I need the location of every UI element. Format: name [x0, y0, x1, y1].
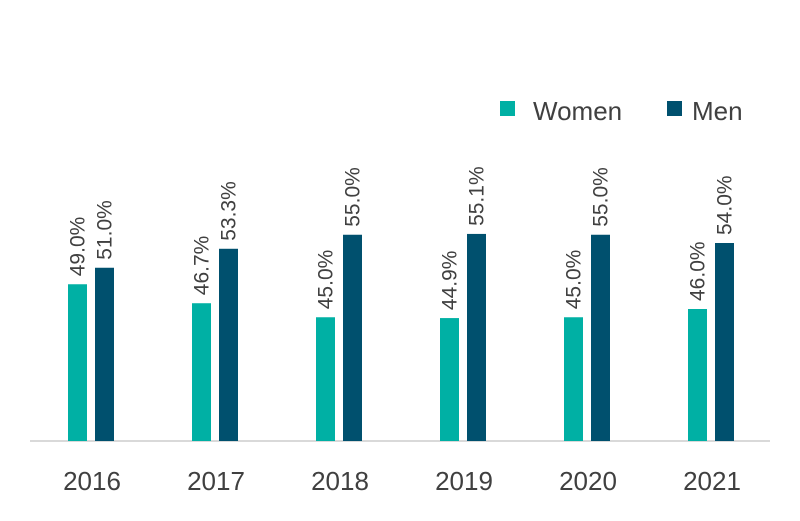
bar-men-2019 — [467, 233, 486, 441]
x-tick-label-2021: 2021 — [683, 466, 741, 496]
data-label-men-2018: 55.0% — [342, 167, 365, 227]
data-label-men-2016: 51.0% — [94, 200, 117, 260]
bar-women-2018 — [316, 317, 335, 441]
legend-label-men: Men — [692, 96, 743, 126]
bar-women-2019 — [440, 318, 459, 441]
bar-women-2020 — [564, 317, 583, 441]
data-label-women-2017: 46.7% — [191, 236, 214, 296]
data-labels-group: 49.0% 51.0%46.7%53.3%45.0%55.0%44.9%55.1%… — [67, 166, 737, 310]
x-tick-label-2019: 2019 — [435, 466, 493, 496]
x-tick-label-2020: 2020 — [559, 466, 617, 496]
bar-men-2017 — [219, 248, 238, 441]
legend-label-women: Women — [533, 96, 622, 126]
bar-men-2021 — [715, 243, 734, 441]
bar-women-2017 — [192, 303, 211, 441]
data-label-women-2020: 45.0% — [563, 250, 586, 310]
data-label-men-2019: 55.1% — [466, 166, 489, 226]
bar-men-2018 — [343, 234, 362, 441]
bar-men-2016 — [95, 267, 114, 441]
data-label-men-2017: 53.3% — [218, 181, 241, 241]
legend-swatch-men — [667, 101, 682, 116]
bar-women-2016 — [68, 284, 87, 441]
legend-swatch-women — [500, 101, 515, 116]
legend: Women Men — [500, 96, 743, 126]
x-tick-labels: 2016 2017 2018 2019 2020 2021 — [63, 466, 741, 496]
x-tick-label-2018: 2018 — [311, 466, 369, 496]
data-label-women-2018: 45.0% — [315, 250, 338, 310]
data-label-women-2016: 49.0% — [67, 217, 90, 277]
data-label-men-2020: 55.0% — [590, 167, 613, 227]
data-label-women-2019: 44.9% — [439, 251, 462, 311]
bars-group — [68, 233, 734, 441]
data-label-men-2021: 54.0% — [714, 175, 737, 235]
bar-men-2020 — [591, 234, 610, 441]
x-tick-label-2017: 2017 — [187, 466, 245, 496]
x-tick-label-2016: 2016 — [63, 466, 121, 496]
bar-women-2021 — [688, 309, 707, 441]
data-label-women-2021: 46.0% — [687, 241, 710, 301]
